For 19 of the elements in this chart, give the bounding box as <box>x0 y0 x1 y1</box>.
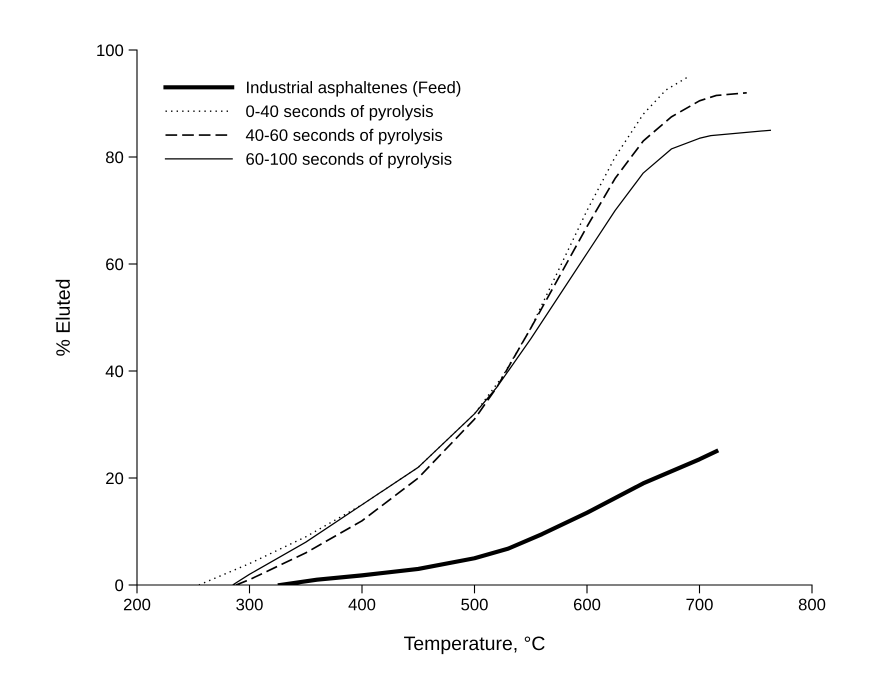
x-tick-label: 400 <box>348 598 376 610</box>
x-tick-label: 800 <box>798 598 826 610</box>
y-tick-label: 100 <box>97 44 124 56</box>
legend-label: 40-60 seconds of pyrolysis <box>246 128 442 144</box>
x-tick-label: 600 <box>574 598 600 610</box>
y-tick-label: 80 <box>106 151 124 164</box>
x-tick-label: 700 <box>686 598 713 610</box>
x-tick-label: 300 <box>236 598 263 610</box>
y-tick-label: 20 <box>106 472 124 484</box>
legend-label: Industrial asphaltenes (Feed) <box>247 81 460 97</box>
y-axis-title: % Eluted <box>56 280 70 356</box>
y-tick-label: 60 <box>106 258 124 270</box>
legend-label: 60-100 seconds of pyrolysis <box>246 152 452 168</box>
y-tick-label: 40 <box>106 365 124 378</box>
x-tick-label: 500 <box>461 598 488 610</box>
x-axis-title: Temperature, °C <box>404 636 545 654</box>
legend-label: 0-40 seconds of pyrolysis <box>246 104 433 120</box>
x-tick-label: 200 <box>124 598 150 610</box>
y-tick-label: 0 <box>115 579 124 592</box>
